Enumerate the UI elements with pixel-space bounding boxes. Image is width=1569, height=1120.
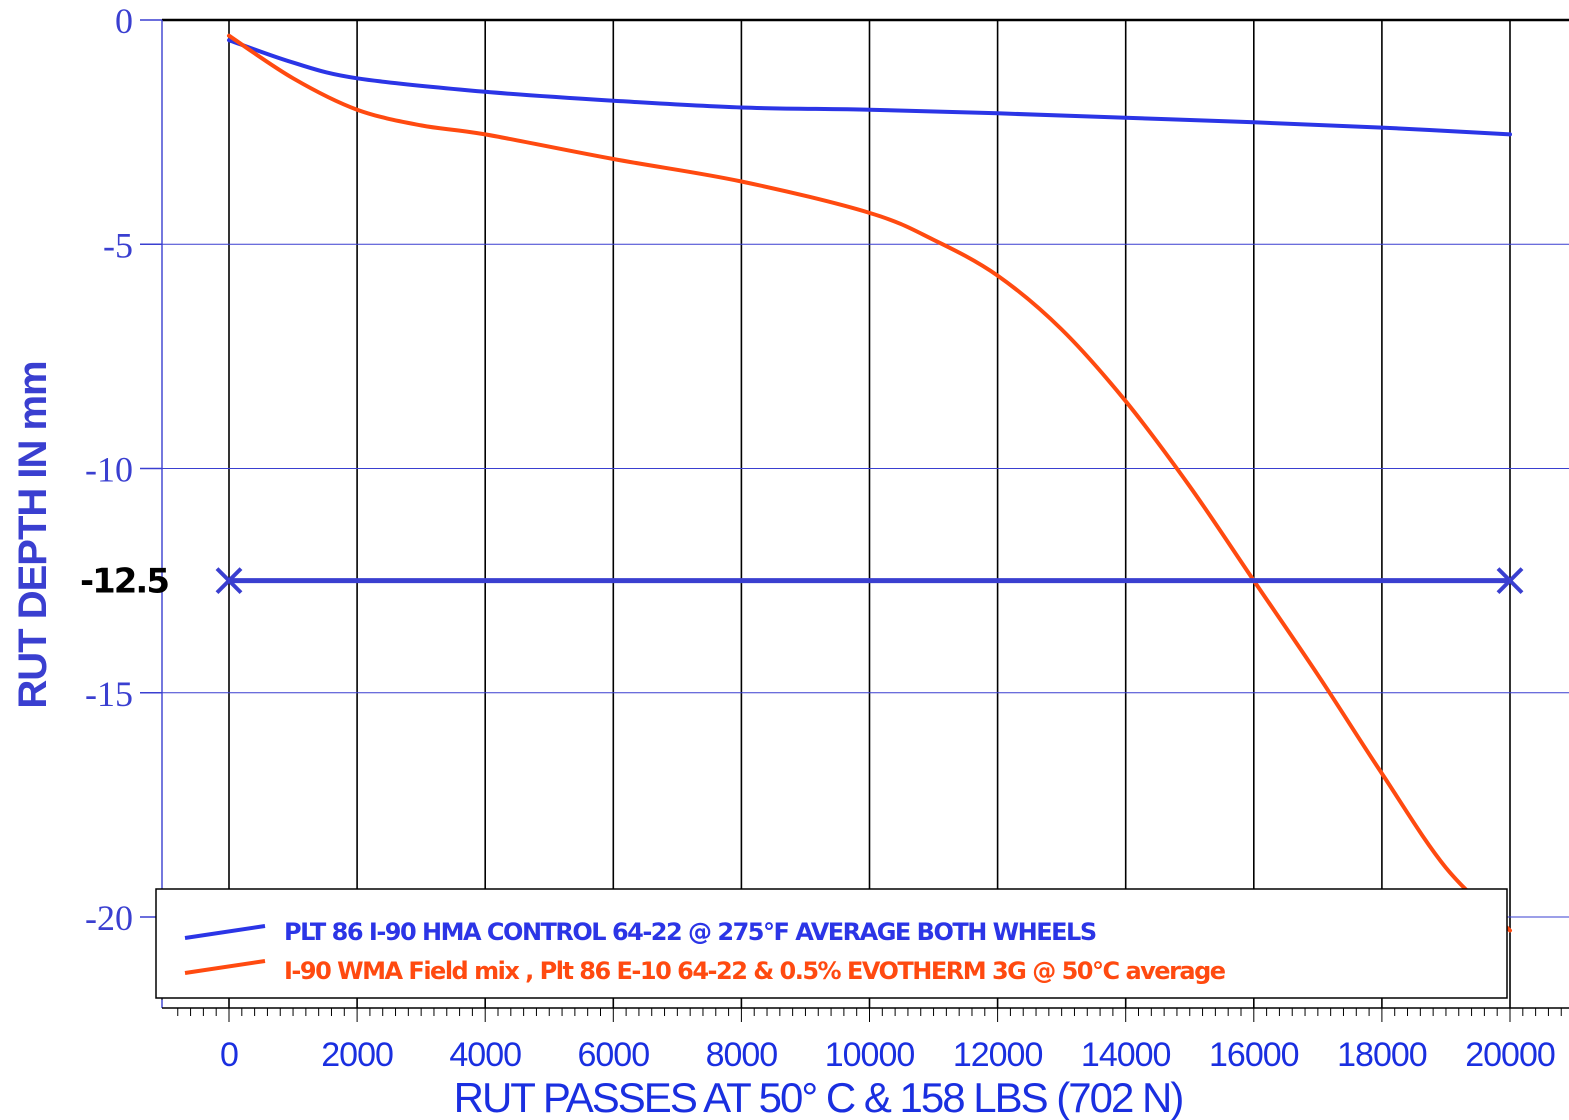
vertical-gridlines [228, 20, 1511, 1008]
x-tick-label: 18000 [1337, 1036, 1427, 1074]
legend-swatch-1 [184, 924, 266, 940]
axes [140, 18, 1569, 1022]
y-axis-label: RUT DEPTH IN mm [11, 361, 55, 708]
legend-swatch-2 [184, 959, 266, 975]
marker-stroke [215, 567, 243, 595]
y-tick-label: -15 [85, 674, 133, 714]
x-tick-label: 0 [220, 1036, 238, 1074]
y-tick-label: -10 [85, 450, 133, 490]
series-lines [227, 33, 1512, 933]
reference-line: -12.5 [80, 562, 1524, 602]
tick-labels: 0 -5 -10 -15 -20 0 2000 4000 6000 8000 10000 12000 1… [85, 1, 1556, 1074]
x-tick-label: 16000 [1209, 1036, 1299, 1074]
legend-label-2: I-90 WMA Field mix , Plt 86 E-10 64-22 &… [284, 957, 1226, 985]
x-tick-label: 12000 [953, 1036, 1043, 1074]
x-tick-label: 4000 [449, 1036, 521, 1074]
y-tick-label: -20 [85, 898, 133, 938]
x-tick-label: 14000 [1081, 1036, 1171, 1074]
x-tick-label: 6000 [577, 1036, 649, 1074]
x-tick-label: 10000 [825, 1036, 915, 1074]
x-tick-label: 2000 [321, 1036, 393, 1074]
legend: PLT 86 I-90 HMA CONTROL 64-22 @ 275°F AV… [155, 888, 1508, 1000]
x-tick-label: 8000 [706, 1036, 778, 1074]
x-tick-label: 20000 [1465, 1036, 1555, 1074]
series-line-2 [227, 33, 1512, 933]
series-line-1 [227, 38, 1512, 137]
y-tick-label: 0 [115, 1, 133, 41]
marker-stroke [1496, 567, 1524, 595]
legend-label-1: PLT 86 I-90 HMA CONTROL 64-22 @ 275°F AV… [284, 918, 1096, 946]
legend-box [155, 888, 1508, 999]
y-tick-label: -5 [103, 225, 133, 265]
reference-x-marker [215, 567, 243, 595]
reference-line-label: -12.5 [80, 562, 168, 602]
x-axis-label: RUT PASSES AT 50° C & 158 LBS (702 N) [454, 1074, 1183, 1120]
reference-x-marker [1496, 567, 1524, 595]
